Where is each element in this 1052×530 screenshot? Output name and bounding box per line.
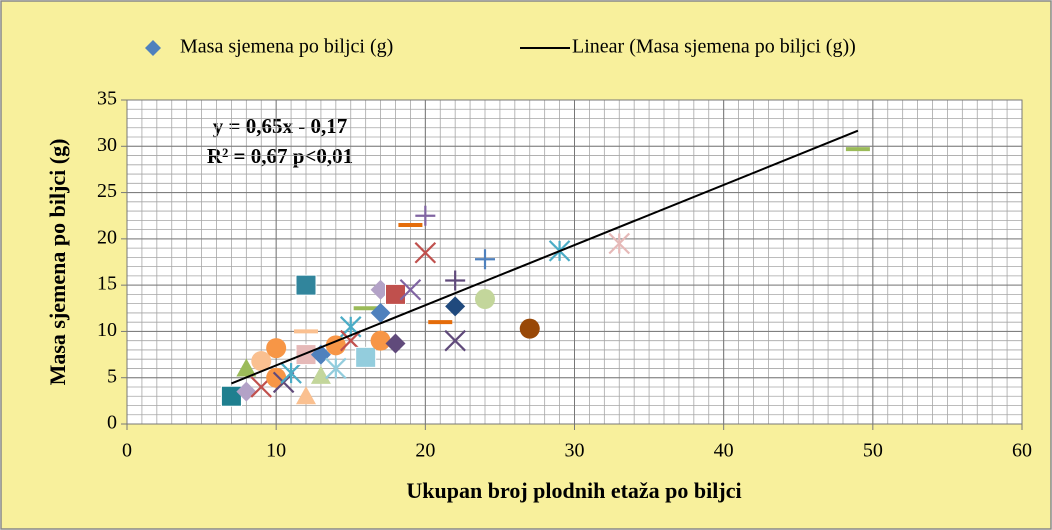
data-point <box>385 333 406 354</box>
marker-shape <box>236 358 257 377</box>
y-axis-title: Masa sjemena po biljci (g) <box>45 139 70 386</box>
marker-shape <box>399 278 422 301</box>
data-point <box>220 385 242 407</box>
marker-shape <box>251 351 272 372</box>
data-point <box>445 270 466 291</box>
data-point <box>370 330 391 351</box>
legend-label: Linear (Masa sjemena po biljci (g)) <box>572 36 856 58</box>
plot-border <box>126 99 1023 425</box>
x-tick-label: 40 <box>714 440 734 462</box>
data-point <box>296 386 316 405</box>
y-tick-label: 15 <box>97 273 117 295</box>
data-point <box>519 318 540 339</box>
data-point <box>415 205 436 226</box>
marker-shape <box>414 241 437 264</box>
y-tick-label: 25 <box>97 180 117 202</box>
marker-shape <box>475 289 495 310</box>
x-tick-label: 60 <box>1012 440 1032 462</box>
marker-shape <box>370 330 391 351</box>
marker-shape <box>266 367 287 388</box>
x-tick-label: 30 <box>565 440 585 462</box>
legend-marker <box>145 40 161 56</box>
x-axis-title: Ukupan broj plodnih etaža po biljci <box>406 478 741 503</box>
marker-shape <box>385 333 406 354</box>
data-point <box>251 351 272 372</box>
marker-shape <box>296 386 316 405</box>
data-point <box>266 338 287 359</box>
data-point <box>445 296 466 317</box>
y-tick-label: 0 <box>107 412 117 434</box>
marker-shape <box>445 296 466 317</box>
marker-shape <box>385 283 406 305</box>
data-point <box>266 367 287 388</box>
marker-shape <box>370 302 391 323</box>
marker-shape <box>355 346 377 368</box>
data-point <box>236 381 257 402</box>
marker-shape <box>220 385 242 407</box>
data-point <box>280 362 302 384</box>
data-point <box>444 329 466 352</box>
marker-shape <box>519 318 540 339</box>
data-point <box>475 289 495 310</box>
data-point <box>236 358 257 377</box>
data-point <box>608 232 631 255</box>
y-tick-label: 10 <box>97 319 117 341</box>
marker-shape <box>266 338 287 359</box>
x-tick-label: 20 <box>415 440 435 462</box>
x-tick-label: 10 <box>266 440 286 462</box>
data-point <box>355 346 377 368</box>
data-point <box>475 249 495 270</box>
marker-shape <box>236 381 257 402</box>
data-point <box>310 365 331 384</box>
marker-shape <box>310 365 331 384</box>
equation: y = 0,65x - 0,17 <box>213 114 347 138</box>
data-point <box>385 283 406 305</box>
y-tick-label: 5 <box>107 365 117 387</box>
legend-label: Masa sjemena po biljci (g) <box>180 36 393 58</box>
data-point <box>399 278 422 301</box>
trendline <box>231 129 859 385</box>
y-tick-label: 20 <box>97 226 117 248</box>
marker-shape <box>444 329 466 352</box>
x-tick-label: 50 <box>863 440 883 462</box>
marker-shape <box>339 329 362 352</box>
y-tick-label: 35 <box>97 88 117 110</box>
x-tick-label: 0 <box>122 440 132 462</box>
y-tick-label: 30 <box>97 134 117 156</box>
data-point <box>325 357 347 380</box>
data-point <box>370 302 391 323</box>
marker-shape <box>295 274 317 296</box>
data-point <box>414 241 437 264</box>
data-point <box>295 274 317 296</box>
